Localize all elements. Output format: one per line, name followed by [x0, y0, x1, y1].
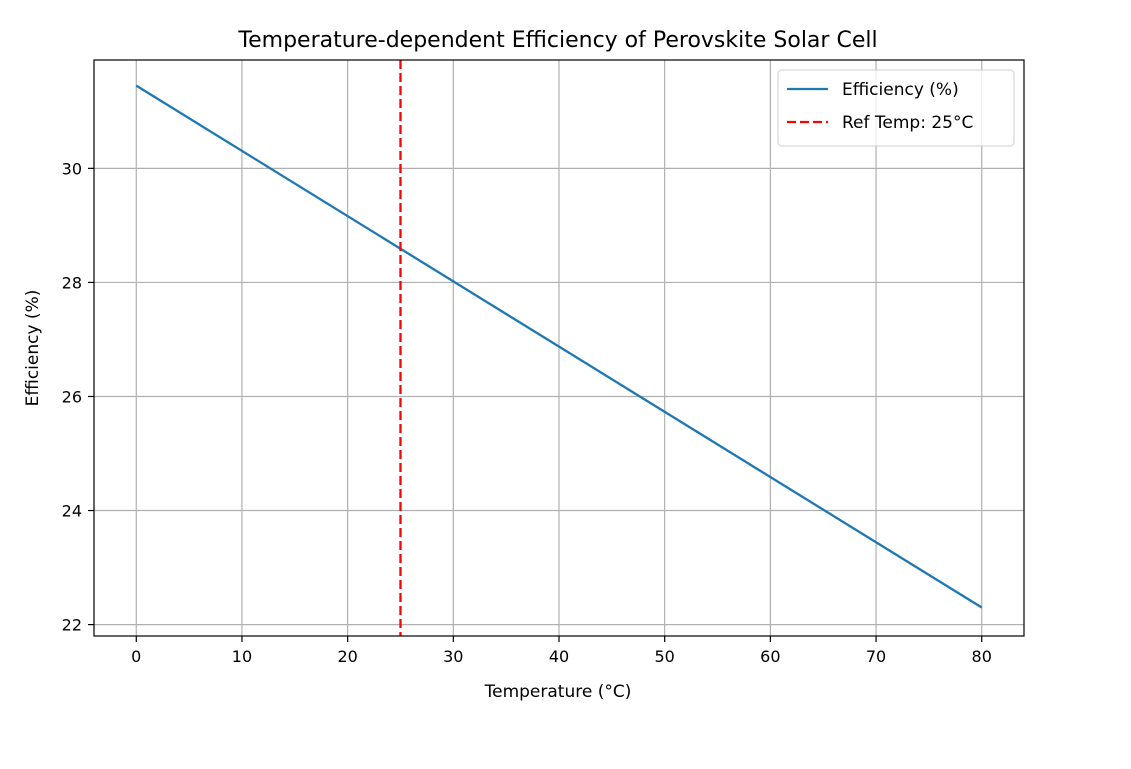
legend: Efficiency (%) Ref Temp: 25°C [777, 69, 1015, 147]
legend-label: Efficiency (%) [842, 80, 959, 100]
legend-box [777, 69, 1015, 147]
x-tick-label: 30 [443, 647, 463, 666]
x-tick-label: 10 [232, 647, 252, 666]
grid [94, 60, 1024, 636]
y-tick-label: 28 [62, 273, 82, 292]
y-tick-label: 24 [62, 502, 82, 521]
x-axis-ticks: 0 10 20 30 40 50 60 70 80 [131, 636, 992, 666]
x-tick-label: 60 [760, 647, 780, 666]
x-tick-label: 50 [655, 647, 675, 666]
legend-label: Ref Temp: 25°C [842, 113, 973, 133]
plot-area [135, 60, 983, 636]
x-axis-label: Temperature (°C) [484, 682, 632, 702]
y-tick-label: 26 [62, 387, 82, 406]
chart-title: Temperature-dependent Efficiency of Pero… [237, 28, 877, 53]
x-tick-label: 0 [131, 647, 141, 666]
series-line [135, 84, 983, 609]
x-tick-label: 40 [549, 647, 569, 666]
x-tick-label: 80 [972, 647, 992, 666]
y-axis-label: Efficiency (%) [23, 290, 43, 407]
y-axis-ticks: 22 24 26 28 30 [62, 159, 94, 635]
x-tick-label: 70 [866, 647, 886, 666]
y-tick-label: 22 [62, 616, 82, 635]
y-tick-label: 30 [62, 159, 82, 178]
x-tick-label: 20 [337, 647, 357, 666]
